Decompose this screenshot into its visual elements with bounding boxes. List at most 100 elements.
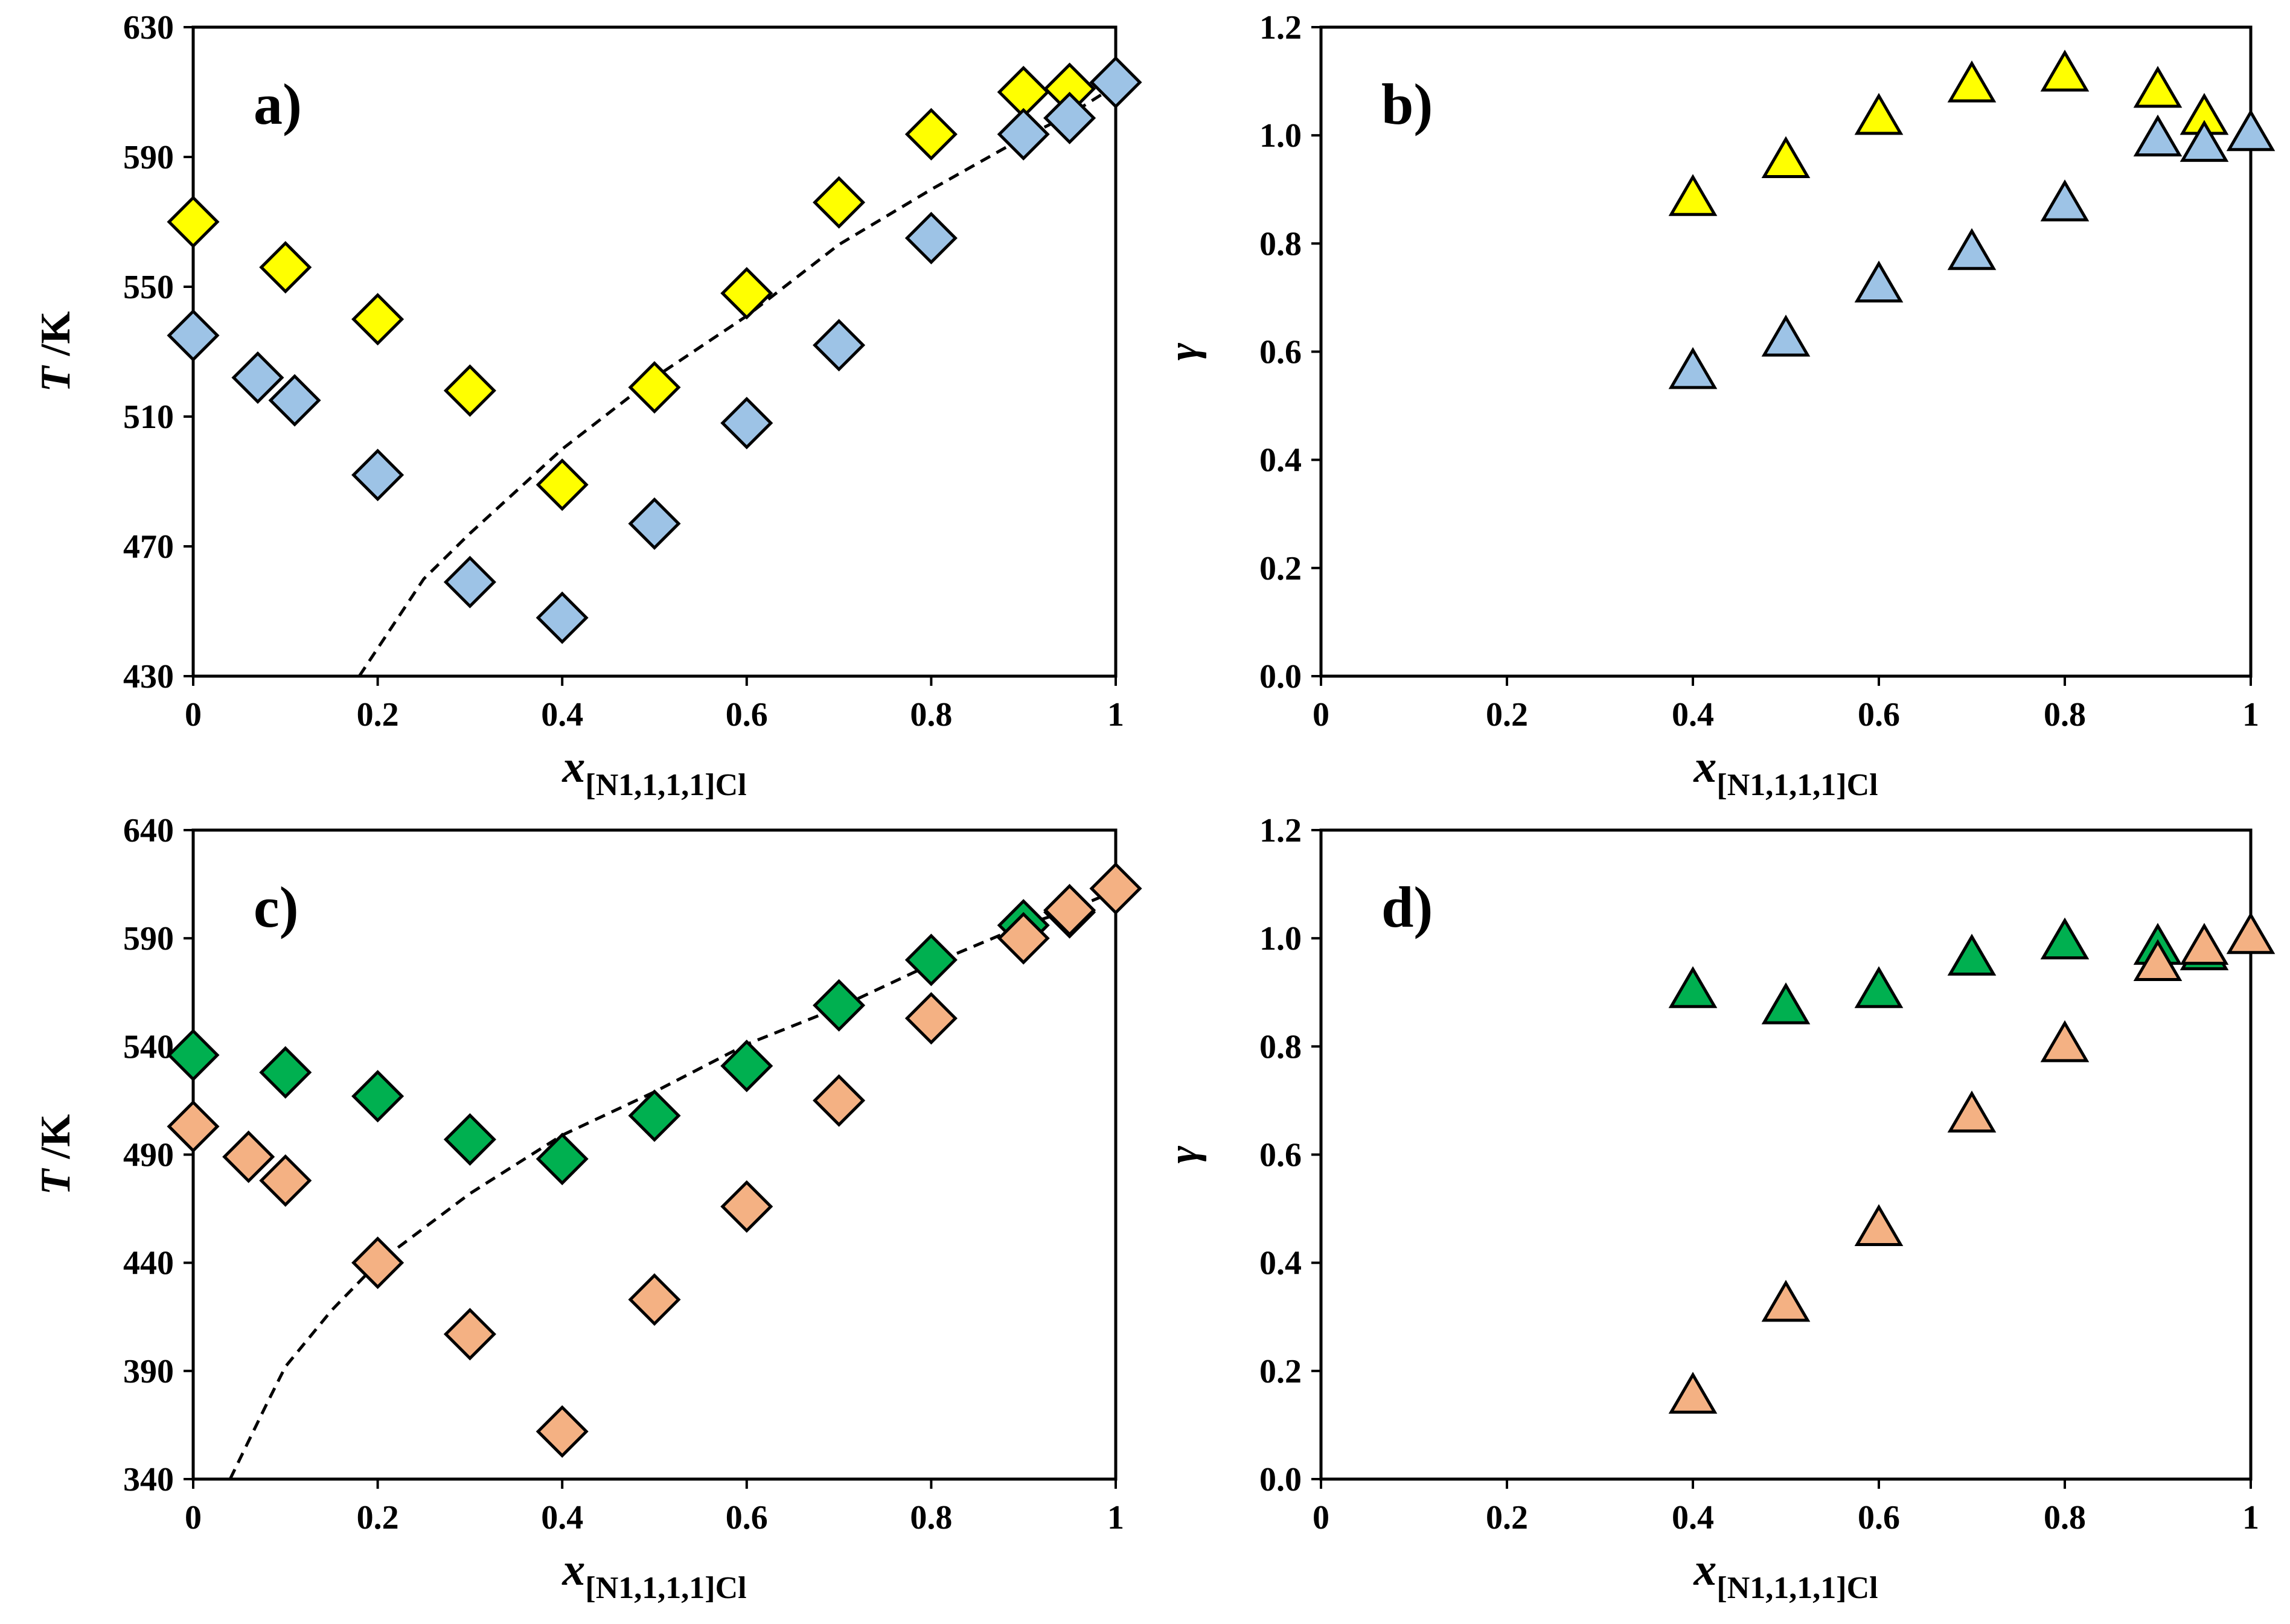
- series-green: [167, 886, 1096, 1186]
- x-tick-label: 0.6: [726, 1499, 768, 1536]
- y-tick-label: 0.4: [1259, 442, 1302, 479]
- triangle-point-blue: [2040, 179, 2090, 222]
- diamond-point-yellow: [536, 458, 589, 511]
- diamond-point-orange: [167, 1100, 220, 1153]
- x-tick-label: 0.8: [910, 1499, 952, 1536]
- diamond-point-yellow: [904, 107, 958, 161]
- triangle-point-yellow: [1854, 92, 1904, 135]
- plot-frame: [1319, 828, 2253, 1481]
- x-tick-label: 1: [1107, 1499, 1124, 1536]
- diamond-point-green: [443, 1113, 496, 1166]
- y-tick-label: 1.0: [1259, 117, 1302, 155]
- panel-a: 0 0.2 0.4 0.6 0.8 1 430 470 510 550 590 630 T /K x[N1…: [33, 9, 1142, 802]
- diamond-point-blue: [231, 351, 284, 404]
- triangle-point-orange: [2226, 912, 2276, 954]
- x-tick-label: 0: [1313, 696, 1329, 734]
- x-axis-variable: x: [1693, 1544, 1716, 1595]
- y-axis-variable: γ: [1160, 1145, 1207, 1163]
- y-axis-unit: /K: [33, 1114, 79, 1169]
- triangle-point-yellow: [1761, 136, 1811, 179]
- diamond-point-blue: [268, 374, 321, 427]
- panel-b: 0 0.2 0.4 0.6 0.8 1 0.0 0.2 0.4 0.6 0.8 1.0 1.2 γ x[N1…: [1160, 9, 2276, 802]
- diamond-point-orange: [536, 1405, 589, 1458]
- triangle-point-green: [1947, 933, 1997, 976]
- y-tick-label: 430: [123, 658, 174, 695]
- diamond-point-orange: [259, 1154, 312, 1207]
- diamond-point-orange: [904, 992, 958, 1045]
- x-tick-label: 0.8: [910, 696, 952, 734]
- diamond-point-blue: [628, 497, 681, 550]
- diamond-point-green: [904, 933, 958, 986]
- x-tick-label: 0.8: [2044, 696, 2086, 734]
- triangle-point-blue: [2180, 120, 2229, 162]
- diamond-point-yellow: [720, 267, 773, 320]
- triangle-point-orange: [1947, 1090, 1997, 1133]
- y-tick-label: 630: [123, 9, 174, 46]
- triangle-point-blue: [2226, 109, 2276, 152]
- y-tick-label: 490: [123, 1137, 174, 1174]
- diamond-point-blue: [813, 319, 866, 372]
- triangle-point-blue: [1854, 260, 1904, 303]
- diamond-point-blue: [720, 397, 773, 450]
- x-tick-label: 0.4: [541, 1499, 583, 1536]
- diamond-point-orange: [443, 1308, 496, 1361]
- y-tick-label: 0.8: [1259, 225, 1302, 263]
- y-axis-label: T /K: [33, 311, 79, 392]
- diamond-point-orange: [351, 1236, 405, 1290]
- y-tick-label: 510: [123, 398, 174, 436]
- y-tick-label: 590: [123, 920, 174, 957]
- triangle-point-yellow: [1947, 60, 1997, 103]
- diamond-point-blue: [536, 591, 589, 644]
- series-yellow: [1668, 50, 2229, 216]
- series-blue: [167, 56, 1142, 644]
- plot-frame: [191, 828, 1118, 1481]
- x-tick-label: 0.8: [2044, 1499, 2086, 1536]
- diamond-point-blue: [997, 107, 1050, 161]
- triangle-point-orange: [2133, 939, 2183, 982]
- y-tick-label: 0.0: [1259, 1461, 1302, 1498]
- diamond-point-orange: [720, 1180, 773, 1233]
- y-tick-label: 590: [123, 139, 174, 176]
- triangle-point-green: [1854, 966, 1904, 1008]
- triangle-point-green: [1668, 966, 1718, 1008]
- triangle-point-yellow: [2040, 50, 2090, 92]
- diamond-point-green: [628, 1089, 681, 1142]
- x-axis-subscript: [N1,1,1,1]Cl: [1716, 768, 1878, 802]
- series-orange: [1668, 912, 2276, 1414]
- y-tick-label: 0.8: [1259, 1028, 1302, 1066]
- x-tick-label: 0: [1313, 1499, 1329, 1536]
- y-axis-label: γ: [1160, 1145, 1207, 1163]
- y-tick-label: 550: [123, 269, 174, 306]
- y-tick-label: 1.2: [1259, 9, 1302, 46]
- x-axis-variable: x: [1693, 741, 1716, 792]
- x-tick-label: 0.2: [1486, 1499, 1528, 1536]
- diamond-point-orange: [1043, 884, 1096, 937]
- x-tick-label: 0.2: [1486, 696, 1528, 734]
- y-axis-label: T /K: [33, 1114, 79, 1195]
- diamond-point-blue: [167, 309, 220, 362]
- diamond-point-blue: [1043, 91, 1096, 145]
- diamond-point-green: [167, 1029, 220, 1082]
- y-tick-label: 0.2: [1259, 550, 1302, 587]
- y-axis-unit: /K: [33, 311, 79, 366]
- x-tick-label: 0.6: [1858, 696, 1900, 734]
- diamond-point-orange: [997, 912, 1050, 965]
- y-tick-label: 1.0: [1259, 920, 1302, 957]
- series-orange: [167, 862, 1142, 1458]
- diamond-point-yellow: [167, 195, 220, 249]
- y-tick-label: 0.6: [1259, 1137, 1302, 1174]
- x-tick-label: 0.6: [726, 696, 768, 734]
- fit-curve-dashed: [228, 889, 1116, 1480]
- diamond-point-green: [351, 1070, 405, 1123]
- panel-d: 0 0.2 0.4 0.6 0.8 1 0.0 0.2 0.4 0.6 0.8 1.0 1.2 γ x[N1…: [1160, 812, 2276, 1605]
- x-tick-label: 1: [1107, 696, 1124, 734]
- y-tick-label: 340: [123, 1461, 174, 1498]
- y-tick-label: 440: [123, 1245, 174, 1282]
- diamond-point-yellow: [628, 361, 681, 414]
- diamond-point-green: [720, 1040, 773, 1093]
- diamond-point-orange: [628, 1273, 681, 1326]
- y-tick-label: 0.2: [1259, 1353, 1302, 1390]
- x-tick-label: 0.4: [1672, 696, 1714, 734]
- x-axis-subscript: [N1,1,1,1]Cl: [585, 768, 746, 802]
